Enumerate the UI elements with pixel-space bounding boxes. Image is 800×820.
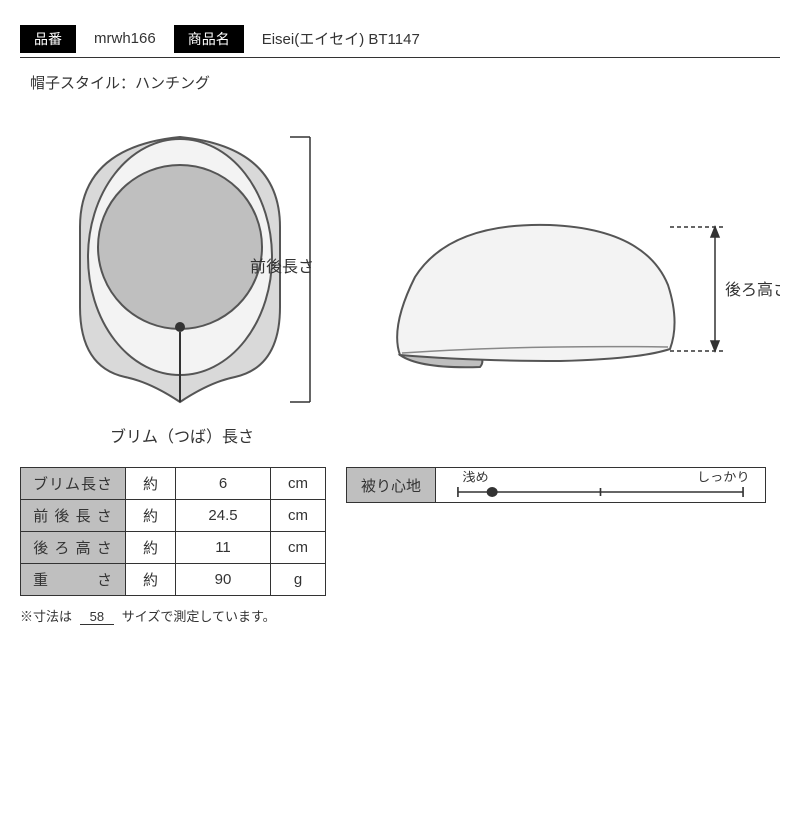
spec-value: 11 xyxy=(176,532,271,564)
spec-value: 90 xyxy=(176,564,271,596)
spec-approx: 約 xyxy=(126,532,176,564)
spec-label: 前 後 長 さ xyxy=(21,500,126,532)
code-value: mrwh166 xyxy=(76,26,174,51)
spec-value: 24.5 xyxy=(176,500,271,532)
header-bar: 品番 mrwh166 商品名 Eisei(エイセイ) BT1147 xyxy=(20,20,780,58)
hat-diagram-svg: 前後長さ ブリム（つば）長さ 後ろ高さ xyxy=(20,107,780,457)
spec-row: ブリム長さ約6cm前 後 長 さ約24.5cm後 ろ 高 さ約11cm重 さ約9… xyxy=(20,467,780,596)
table-row: 重 さ約90g xyxy=(21,564,326,596)
side-dim xyxy=(670,227,725,351)
hat-side-view xyxy=(397,225,674,367)
spec-unit: cm xyxy=(271,468,326,500)
svg-text:浅め: 浅め xyxy=(462,471,488,484)
brim-label: ブリム（つば）長さ xyxy=(110,427,254,446)
feel-label: 被り心地 xyxy=(347,468,436,502)
spec-approx: 約 xyxy=(126,500,176,532)
spec-unit: g xyxy=(271,564,326,596)
name-label: 商品名 xyxy=(174,25,244,53)
note-suffix: サイズで測定しています。 xyxy=(122,609,276,624)
spec-label: 後 ろ 高 さ xyxy=(21,532,126,564)
spec-unit: cm xyxy=(271,532,326,564)
feel-box: 被り心地 浅め しっかり xyxy=(346,467,766,503)
svg-text:しっかり: しっかり xyxy=(697,471,750,484)
code-label: 品番 xyxy=(20,25,76,53)
spec-table: ブリム長さ約6cm前 後 長 さ約24.5cm後 ろ 高 さ約11cm重 さ約9… xyxy=(20,467,326,596)
spec-label: 重 さ xyxy=(21,564,126,596)
spec-unit: cm xyxy=(271,500,326,532)
spec-value: 6 xyxy=(176,468,271,500)
table-row: 後 ろ 高 さ約11cm xyxy=(21,532,326,564)
style-line: 帽子スタイル：ハンチング xyxy=(30,72,770,93)
diagram-area: 前後長さ ブリム（つば）長さ 後ろ高さ xyxy=(20,107,780,457)
spec-approx: 約 xyxy=(126,468,176,500)
note-size: 58 xyxy=(80,609,114,625)
back-height-label: 後ろ高さ xyxy=(725,281,780,299)
name-value: Eisei(エイセイ) BT1147 xyxy=(244,24,438,53)
spec-label: ブリム長さ xyxy=(21,468,126,500)
table-row: 前 後 長 さ約24.5cm xyxy=(21,500,326,532)
size-note: ※寸法は 58 サイズで測定しています。 xyxy=(20,606,780,625)
table-row: ブリム長さ約6cm xyxy=(21,468,326,500)
note-prefix: ※寸法は xyxy=(20,609,72,624)
front-length-label: 前後長さ xyxy=(250,258,314,276)
spec-approx: 約 xyxy=(126,564,176,596)
feel-scale: 浅め しっかり xyxy=(436,468,765,502)
